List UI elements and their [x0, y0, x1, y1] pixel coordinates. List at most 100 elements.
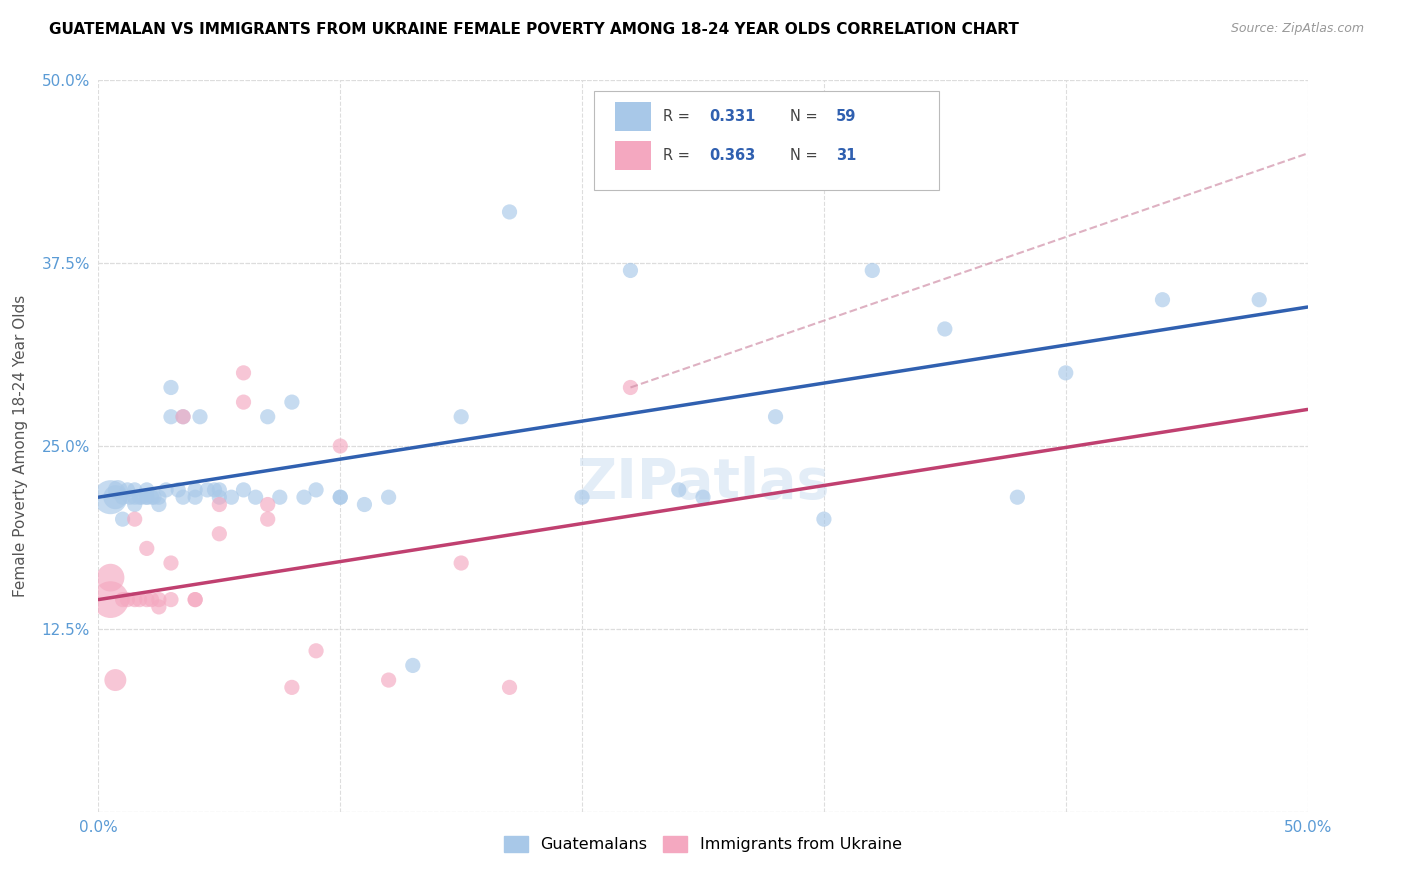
Point — [305, 644, 328, 658]
Point — [402, 658, 425, 673]
Point — [167, 483, 190, 497]
Point — [100, 592, 122, 607]
Text: ZIPatlas: ZIPatlas — [576, 456, 830, 509]
Point — [208, 526, 231, 541]
Point — [141, 490, 163, 504]
Point — [184, 490, 207, 504]
Legend: Guatemalans, Immigrants from Ukraine: Guatemalans, Immigrants from Ukraine — [498, 830, 908, 859]
Text: R =: R = — [664, 148, 695, 162]
Point — [256, 498, 278, 512]
Point — [143, 490, 166, 504]
Point — [208, 490, 231, 504]
Point — [353, 498, 375, 512]
Point — [148, 592, 170, 607]
Point — [111, 592, 134, 607]
Point — [104, 490, 127, 504]
Point — [765, 409, 787, 424]
Point — [188, 409, 211, 424]
Point — [498, 205, 520, 219]
Point — [104, 673, 127, 687]
Point — [184, 483, 207, 497]
Point — [111, 490, 134, 504]
Point — [1054, 366, 1077, 380]
Point — [128, 592, 150, 607]
Point — [208, 498, 231, 512]
Text: N =: N = — [790, 110, 823, 124]
Point — [160, 380, 183, 394]
Text: 31: 31 — [837, 148, 856, 162]
Point — [1007, 490, 1029, 504]
Text: N =: N = — [790, 148, 823, 162]
Point — [329, 490, 352, 504]
Point — [118, 490, 141, 504]
Point — [208, 483, 231, 497]
Point — [329, 490, 352, 504]
Point — [813, 512, 835, 526]
Text: GUATEMALAN VS IMMIGRANTS FROM UKRAINE FEMALE POVERTY AMONG 18-24 YEAR OLDS CORRE: GUATEMALAN VS IMMIGRANTS FROM UKRAINE FE… — [49, 22, 1019, 37]
Point — [172, 490, 194, 504]
Text: R =: R = — [664, 110, 695, 124]
Point — [269, 490, 291, 504]
Point — [184, 592, 207, 607]
Point — [329, 439, 352, 453]
Point — [619, 263, 641, 277]
Point — [107, 483, 129, 497]
Point — [934, 322, 956, 336]
Point — [128, 490, 150, 504]
Text: 0.331: 0.331 — [709, 110, 755, 124]
Point — [232, 395, 254, 409]
Point — [124, 483, 146, 497]
Point — [571, 490, 593, 504]
Point — [450, 556, 472, 570]
Point — [155, 483, 177, 497]
Point — [619, 380, 641, 394]
Bar — [614, 103, 651, 131]
Point — [221, 490, 243, 504]
Point — [135, 592, 157, 607]
Point — [100, 571, 122, 585]
Point — [160, 556, 183, 570]
Point — [256, 512, 278, 526]
Point — [141, 592, 163, 607]
Point — [256, 409, 278, 424]
Point — [292, 490, 315, 504]
Point — [148, 599, 170, 614]
Text: 59: 59 — [837, 110, 856, 124]
Point — [692, 490, 714, 504]
Point — [860, 263, 883, 277]
Point — [305, 483, 328, 497]
Point — [450, 409, 472, 424]
Point — [245, 490, 267, 504]
Y-axis label: Female Poverty Among 18-24 Year Olds: Female Poverty Among 18-24 Year Olds — [13, 295, 28, 597]
Point — [377, 673, 399, 687]
Point — [160, 409, 183, 424]
Point — [135, 483, 157, 497]
Point — [135, 490, 157, 504]
Point — [281, 395, 304, 409]
Point — [148, 490, 170, 504]
Point — [135, 541, 157, 556]
Point — [124, 512, 146, 526]
Point — [1249, 293, 1271, 307]
Point — [160, 592, 183, 607]
Point — [1152, 293, 1174, 307]
Point — [117, 483, 139, 497]
Point — [498, 681, 520, 695]
Point — [148, 498, 170, 512]
Point — [172, 409, 194, 424]
Text: 0.363: 0.363 — [709, 148, 755, 162]
Point — [668, 483, 690, 497]
Point — [124, 490, 146, 504]
Point — [117, 592, 139, 607]
Point — [232, 483, 254, 497]
Point — [124, 498, 146, 512]
Bar — [614, 141, 651, 169]
Text: Source: ZipAtlas.com: Source: ZipAtlas.com — [1230, 22, 1364, 36]
Point — [131, 490, 153, 504]
Point — [184, 592, 207, 607]
Point — [100, 490, 122, 504]
Point — [232, 366, 254, 380]
Point — [281, 681, 304, 695]
Point — [124, 592, 146, 607]
Point — [172, 409, 194, 424]
